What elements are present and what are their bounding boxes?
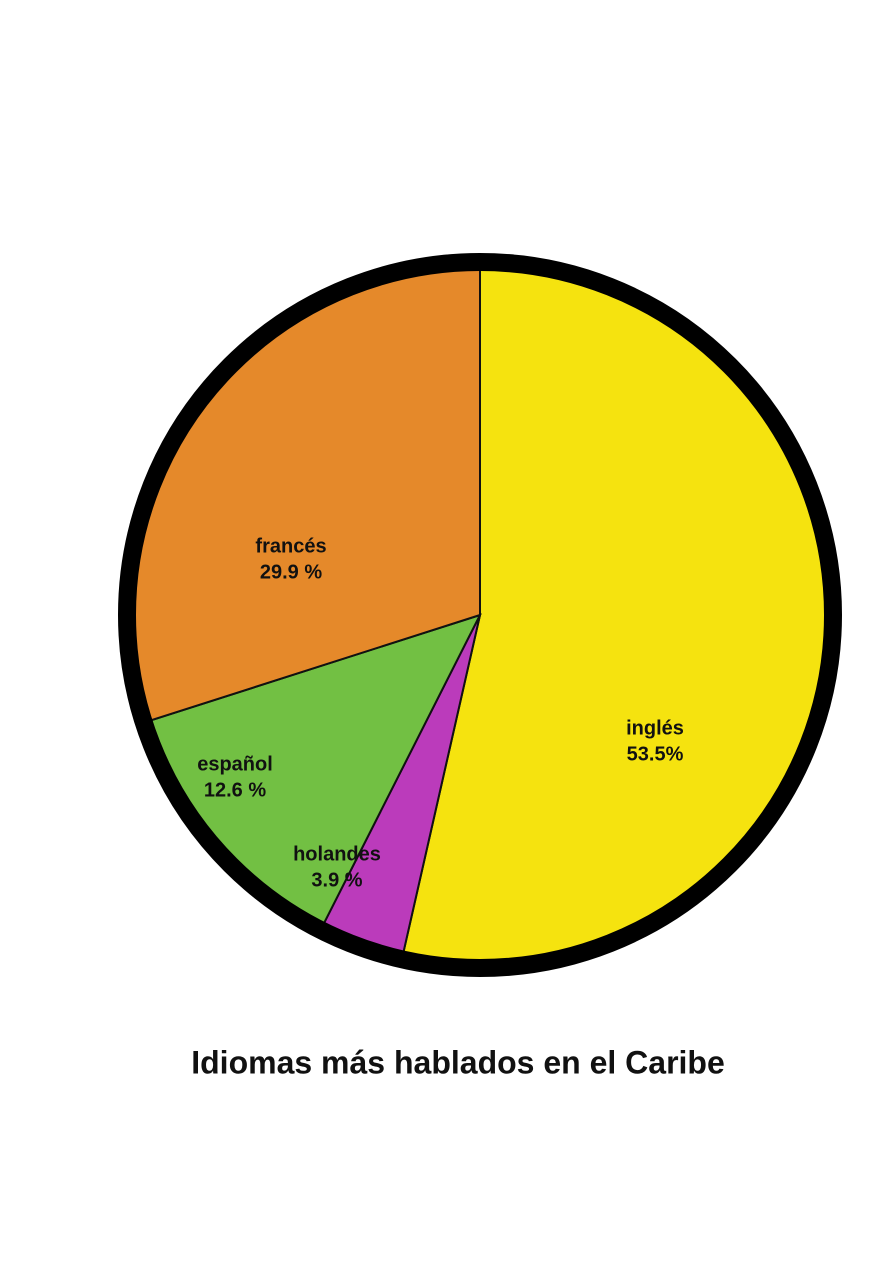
- slice-name: español: [197, 753, 273, 775]
- chart-title: Idiomas más hablados en el Caribe: [191, 1044, 725, 1080]
- slice-value-label: 53.5%: [627, 743, 684, 765]
- pie: [133, 267, 827, 962]
- slice-value-label: 12.6 %: [204, 779, 266, 801]
- slice-value-label: 3.9 %: [311, 869, 362, 891]
- slice-name: francés: [255, 535, 326, 557]
- slice-name: holandes: [293, 843, 381, 865]
- labels: inglés 53.5% holandes 3.9 % español 12.6 % fra…: [197, 535, 684, 891]
- slice-name: inglés: [626, 717, 684, 739]
- pie-border: [118, 253, 842, 977]
- slice-value-label: 29.9 %: [260, 561, 322, 583]
